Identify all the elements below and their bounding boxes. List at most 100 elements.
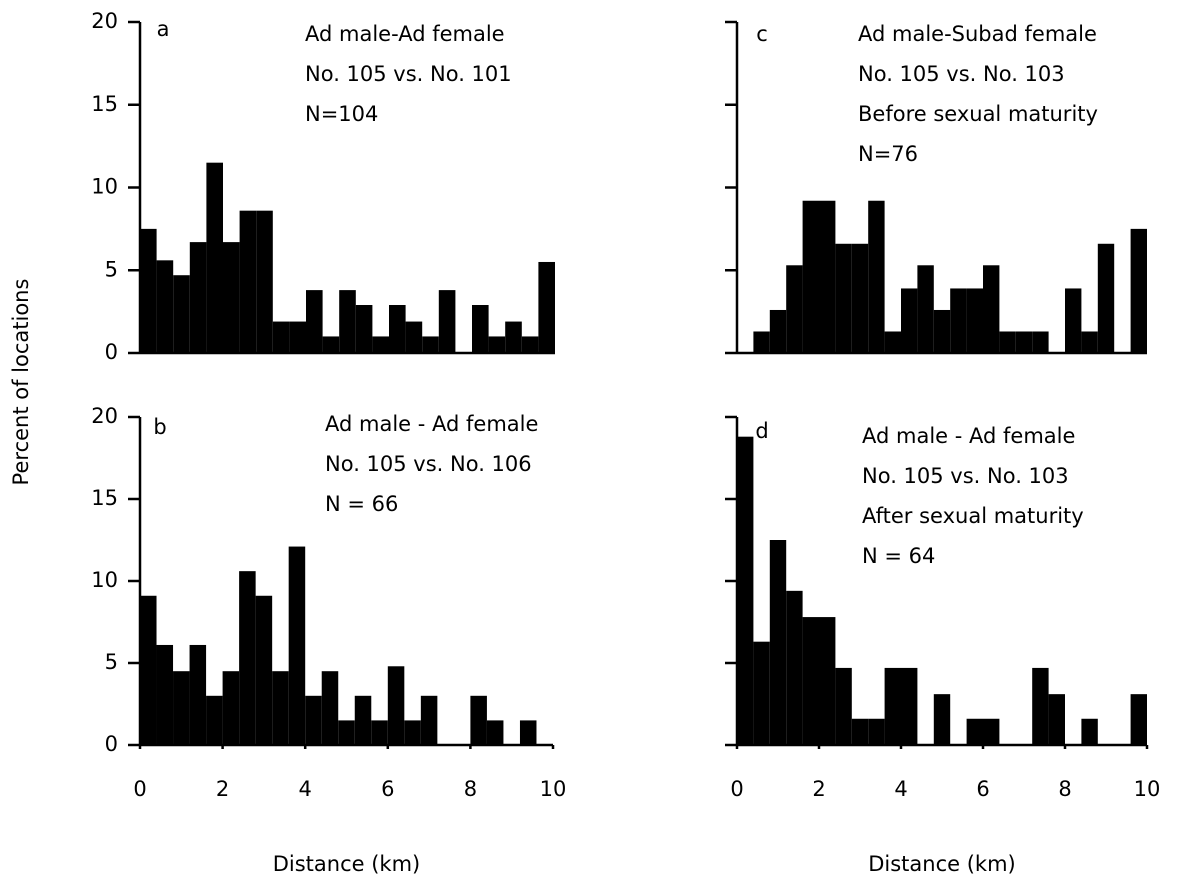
bar — [1081, 331, 1098, 353]
x-tick-label: 4 — [894, 777, 907, 801]
bar — [851, 243, 869, 353]
panel-label: d — [755, 419, 768, 443]
bar — [737, 436, 754, 745]
bar — [472, 305, 489, 353]
bar — [1065, 288, 1082, 353]
bar — [786, 265, 803, 353]
bar — [156, 260, 174, 353]
x-tick-label: 6 — [381, 777, 394, 801]
bar — [769, 540, 787, 745]
y-tick-label: 5 — [105, 257, 118, 281]
annotation: N = 66 — [325, 492, 398, 516]
bar — [355, 305, 373, 353]
y-tick-label: 10 — [91, 568, 118, 592]
bar — [272, 321, 290, 353]
bar — [322, 336, 340, 353]
bar — [222, 671, 240, 745]
bar — [189, 644, 207, 745]
bar — [339, 290, 356, 353]
bar — [372, 336, 389, 353]
annotation: No. 105 vs. No. 101 — [305, 62, 512, 86]
bar — [173, 671, 190, 745]
bar — [404, 720, 421, 745]
annotation: Ad male-Ad female — [305, 22, 505, 46]
bar — [901, 288, 918, 353]
annotation: No. 105 vs. No. 103 — [858, 62, 1065, 86]
bar — [819, 200, 836, 353]
bar — [1097, 243, 1115, 353]
x-tick-label: 0 — [730, 777, 743, 801]
annotation: No. 105 vs. No. 106 — [325, 452, 532, 476]
bar — [140, 228, 157, 353]
bar — [983, 718, 1000, 745]
bar — [950, 288, 967, 353]
bar — [488, 336, 506, 353]
bar — [1032, 667, 1049, 745]
panel-label: a — [157, 17, 170, 41]
bar — [173, 275, 190, 353]
y-tick-label: 20 — [91, 404, 118, 428]
bar — [933, 694, 951, 745]
bar — [239, 210, 257, 353]
bar — [1048, 694, 1065, 745]
bar — [917, 265, 934, 353]
annotation: N=104 — [305, 102, 378, 126]
x-tick-label: 2 — [812, 777, 825, 801]
bar — [819, 617, 836, 745]
bar — [1015, 331, 1033, 353]
bar — [156, 644, 174, 745]
bar — [786, 590, 803, 745]
bar — [769, 309, 787, 353]
bar — [206, 695, 223, 745]
annotation: Ad male - Ad female — [325, 412, 538, 436]
bar — [239, 571, 256, 745]
bar — [884, 331, 901, 353]
bar — [999, 331, 1016, 353]
bar — [255, 595, 273, 745]
y-tick-label: 5 — [105, 650, 118, 674]
bar — [868, 200, 885, 353]
bar — [966, 288, 983, 353]
bar — [305, 695, 322, 745]
bar — [519, 720, 537, 745]
bar — [422, 336, 439, 353]
bar — [206, 162, 223, 353]
x-tick-label: 4 — [299, 777, 312, 801]
y-tick-label: 15 — [91, 486, 118, 510]
bar — [1130, 228, 1147, 353]
annotation: Before sexual maturity — [858, 102, 1098, 126]
y-axis-label: Percent of locations — [9, 279, 33, 486]
bar — [835, 243, 852, 353]
y-tick-label: 15 — [91, 92, 118, 116]
annotation: Ad male-Subad female — [858, 22, 1097, 46]
bar — [223, 242, 240, 353]
bar — [505, 321, 522, 353]
bar — [256, 210, 273, 353]
bar — [868, 718, 885, 745]
bar — [802, 200, 819, 353]
bar — [884, 667, 901, 745]
x-tick-label: 2 — [216, 777, 229, 801]
x-tick-label: 0 — [133, 777, 146, 801]
bar — [851, 718, 869, 745]
bar — [538, 261, 555, 353]
bar — [354, 695, 372, 745]
bar — [189, 242, 207, 353]
y-tick-label: 10 — [91, 175, 118, 199]
bar — [1130, 694, 1147, 745]
y-tick-label: 0 — [105, 732, 118, 756]
bar — [387, 666, 405, 745]
annotation: No. 105 vs. No. 103 — [862, 464, 1069, 488]
bar — [966, 718, 983, 745]
x-tick-label: 10 — [540, 777, 567, 801]
x-tick-label: 8 — [1058, 777, 1071, 801]
bar — [289, 321, 306, 353]
bar — [140, 595, 157, 745]
bar — [521, 336, 539, 353]
x-tick-label: 8 — [464, 777, 477, 801]
bar — [835, 667, 852, 745]
panel-label: b — [153, 415, 166, 439]
x-tick-label: 6 — [976, 777, 989, 801]
bar — [272, 671, 289, 745]
y-tick-label: 0 — [105, 340, 118, 364]
